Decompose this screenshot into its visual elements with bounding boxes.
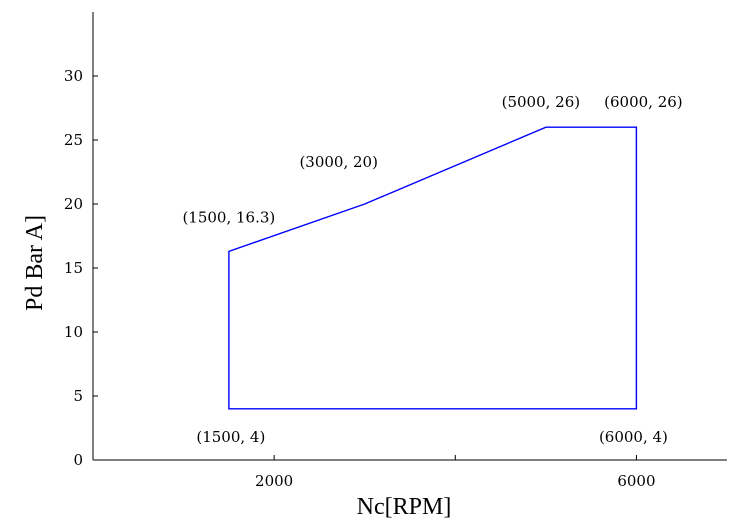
axes [92,12,727,461]
series [228,126,638,410]
x-ticks: 2000 6000 [255,455,656,490]
y-tick-label: 30 [64,67,83,85]
point-annotation: (1500, 4) [196,428,265,446]
x-axis-title: Nc[RPM] [357,494,452,520]
y-tick-label: 10 [64,323,83,341]
y-ticks: 0 5 10 15 20 25 30 [64,67,98,469]
point-annotation: (6000, 4) [599,428,668,446]
annotations: (1500, 16.3) (3000, 20) (5000, 26) (6000, 2… [182,93,682,446]
x-tick-label: 6000 [617,472,655,490]
series-line [228,126,638,410]
y-tick-label: 0 [73,451,83,469]
point-annotation: (6000, 26) [604,93,683,111]
y-tick-label: 15 [64,259,83,277]
point-annotation: (5000, 26) [502,93,581,111]
x-tick-label: 2000 [255,472,293,490]
y-tick-label: 20 [64,195,83,213]
point-annotation: (1500, 16.3) [182,208,275,226]
y-axis-title: Pd Bar A] [22,215,48,311]
y-tick-label: 5 [73,387,83,405]
y-tick-label: 25 [64,131,83,149]
point-annotation: (3000, 20) [299,153,378,171]
